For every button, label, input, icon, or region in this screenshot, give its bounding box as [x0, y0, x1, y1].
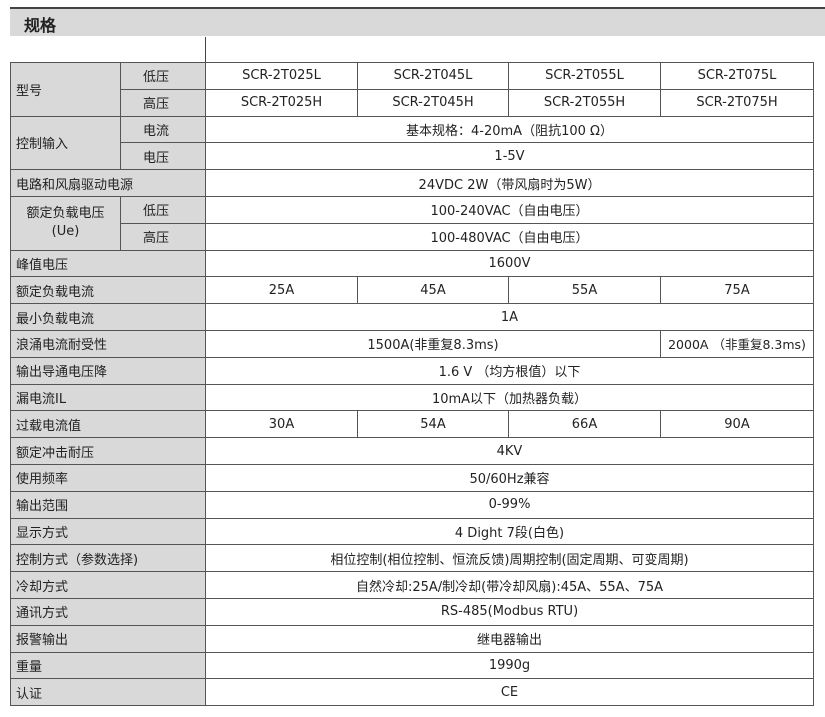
table-row: 输出范围 0-99%	[10, 490, 814, 519]
cell: 24VDC 2W（带风扇时为5W）	[205, 169, 814, 197]
row-label: 型号	[10, 62, 121, 117]
cell: SCR-2T055L	[508, 62, 661, 90]
table-row: 认证 CE	[10, 678, 814, 707]
cell: SCR-2T025L	[205, 62, 358, 90]
row-label: 重量	[10, 651, 206, 680]
cell: CE	[205, 678, 814, 707]
cell: 54A	[357, 410, 509, 439]
sub-label: 低压	[120, 62, 206, 90]
cell: 1A	[205, 303, 814, 331]
row-label: 显示方式	[10, 517, 206, 546]
row-label: 最小负载电流	[10, 303, 206, 331]
row-label: 认证	[10, 678, 206, 707]
table-row: 控制输入 电流 基本规格：4-20mA（阻抗100 Ω）	[10, 115, 814, 171]
spec-table: 型号 低压 SCR-2T025L SCR-2T045L SCR-2T055L SCR-2…	[10, 62, 814, 707]
cell: 55A	[508, 276, 661, 305]
section-header: 规格	[10, 9, 825, 36]
row-label: 额定冲击耐压	[10, 437, 206, 465]
table-row: 最小负载电流 1A	[10, 303, 814, 331]
cell: 1990g	[205, 651, 814, 680]
row-label: 报警输出	[10, 624, 206, 653]
row-label: 通讯方式	[10, 597, 206, 626]
divider	[205, 37, 206, 63]
sub-label: 低压	[120, 195, 206, 224]
table-row: 过载电流值 30A 54A 66A 90A	[10, 410, 814, 439]
table-row: 高压 100-480VAC（自由电压）	[11, 222, 814, 251]
row-label: 峰值电压	[10, 249, 206, 278]
cell: 90A	[660, 410, 814, 439]
cell: SCR-2T055H	[508, 88, 661, 117]
table-row: 漏电流IL 10mA以下（加热器负载）	[10, 383, 814, 412]
table-row: 输出导通电压降 1.6 V （均方根值）以下	[10, 356, 814, 385]
cell: 1-5V	[205, 142, 814, 171]
row-label: 额定负载电压 (Ue)	[10, 195, 121, 251]
cell: 10mA以下（加热器负载）	[205, 383, 814, 412]
table-row: 电路和风扇驱动电源 24VDC 2W（带风扇时为5W）	[10, 169, 814, 197]
row-label: 额定负载电流	[10, 276, 206, 305]
cell: 25A	[205, 276, 358, 305]
cell: 相位控制(相位控制、恒流反馈)周期控制(固定周期、可变周期)	[205, 544, 814, 573]
cell: 100-240VAC（自由电压）	[205, 195, 814, 224]
table-row: 型号 低压 SCR-2T025L SCR-2T045L SCR-2T055L SCR-2…	[10, 62, 814, 117]
table-row: 重量 1990g	[10, 651, 814, 680]
row-label: 浪涌电流耐受性	[10, 329, 206, 358]
sub-label: 电压	[120, 142, 206, 171]
row-label: 使用频率	[10, 463, 206, 492]
cell: 基本规格：4-20mA（阻抗100 Ω）	[205, 115, 814, 144]
table-row: 额定冲击耐压 4KV	[10, 437, 814, 465]
cell: 100-480VAC（自由电压）	[205, 222, 814, 251]
row-label: 漏电流IL	[10, 383, 206, 412]
table-row: 使用频率 50/60Hz兼容	[10, 463, 814, 492]
table-row: 冷却方式 自然冷却:25A/制冷却(带冷却风扇):45A、55A、75A	[10, 571, 814, 599]
cell: SCR-2T075L	[660, 62, 814, 90]
row-label: 冷却方式	[10, 571, 206, 599]
table-row: 高压 SCR-2T025H SCR-2T045H SCR-2T055H SCR-2T0…	[11, 88, 814, 117]
cell: 45A	[357, 276, 509, 305]
cell: 4KV	[205, 437, 814, 465]
sub-label: 高压	[120, 88, 206, 117]
cell: 0-99%	[205, 490, 814, 519]
table-row: 通讯方式 RS-485(Modbus RTU)	[10, 597, 814, 626]
cell: 2000A （非重复8.3ms)	[660, 329, 814, 358]
cell: SCR-2T075H	[660, 88, 814, 117]
cell: 自然冷却:25A/制冷却(带冷却风扇):45A、55A、75A	[205, 571, 814, 599]
cell: RS-485(Modbus RTU)	[205, 597, 814, 626]
cell: 1.6 V （均方根值）以下	[205, 356, 814, 385]
top-rule	[10, 7, 825, 9]
label-line: (Ue)	[51, 224, 80, 240]
row-label: 控制方式（参数选择)	[10, 544, 206, 573]
table-row: 显示方式 4 Dight 7段(白色)	[10, 517, 814, 546]
cell: SCR-2T045L	[357, 62, 509, 90]
sub-label: 高压	[120, 222, 206, 251]
table-row: 电压 1-5V	[11, 142, 814, 171]
section-title: 规格	[24, 16, 57, 35]
cell: 75A	[660, 276, 814, 305]
cell: 66A	[508, 410, 661, 439]
cell: 继电器输出	[205, 624, 814, 653]
cell: 1600V	[205, 249, 814, 278]
table-row: 控制方式（参数选择) 相位控制(相位控制、恒流反馈)周期控制(固定周期、可变周期)	[10, 544, 814, 573]
row-label: 控制输入	[10, 115, 121, 171]
row-label: 输出范围	[10, 490, 206, 519]
cell: 1500A(非重复8.3ms)	[205, 329, 661, 358]
sub-label: 电流	[120, 115, 206, 144]
cell: 50/60Hz兼容	[205, 463, 814, 492]
row-label: 电路和风扇驱动电源	[10, 169, 206, 197]
table-row: 额定负载电流 25A 45A 55A 75A	[10, 276, 814, 305]
table-row: 报警输出 继电器输出	[10, 624, 814, 653]
table-row: 峰值电压 1600V	[10, 249, 814, 278]
cell: SCR-2T045H	[357, 88, 509, 117]
table-row: 浪涌电流耐受性 1500A(非重复8.3ms) 2000A （非重复8.3ms)	[10, 329, 814, 358]
row-label: 过载电流值	[10, 410, 206, 439]
cell: SCR-2T025H	[205, 88, 358, 117]
row-label: 输出导通电压降	[10, 356, 206, 385]
label-line: 额定负载电压	[26, 206, 105, 222]
table-row: 额定负载电压 (Ue) 低压 100-240VAC（自由电压）	[10, 195, 814, 251]
cell: 30A	[205, 410, 358, 439]
cell: 4 Dight 7段(白色)	[205, 517, 814, 546]
